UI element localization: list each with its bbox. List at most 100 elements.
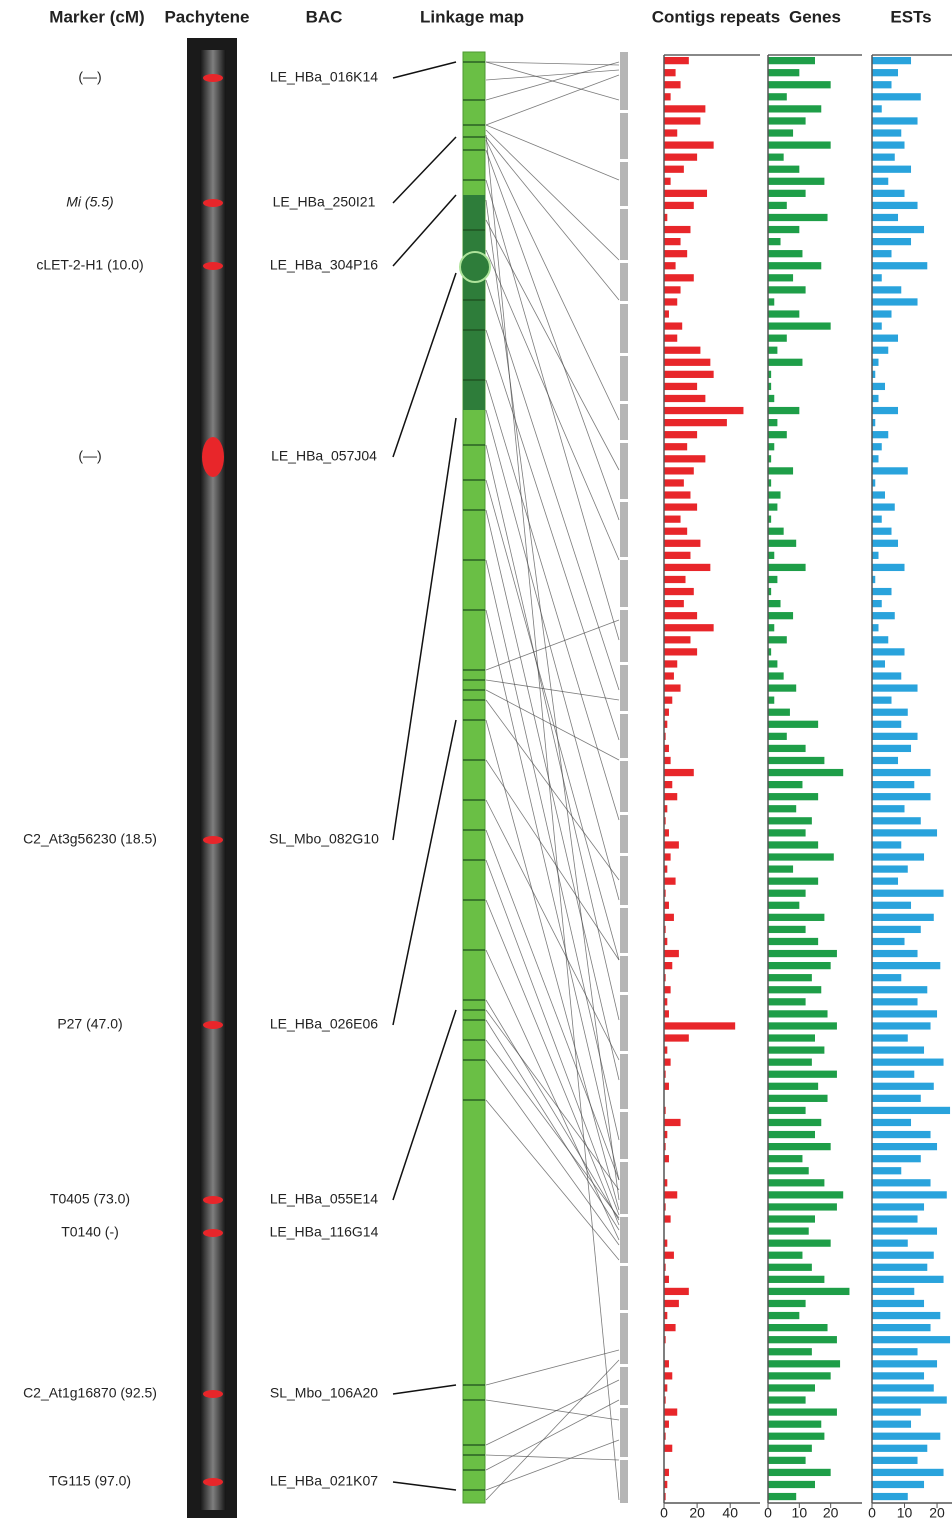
contig-link	[485, 124, 620, 181]
marker-label: (—)	[78, 69, 101, 85]
bar	[872, 1094, 921, 1102]
bar	[768, 889, 806, 897]
bar	[872, 1167, 902, 1175]
contig-link	[485, 509, 620, 1081]
bar	[664, 1034, 689, 1042]
bar	[664, 732, 666, 740]
bar	[872, 1336, 951, 1344]
bar	[768, 1372, 831, 1380]
contig-link	[485, 129, 620, 261]
bar	[872, 781, 915, 789]
bar	[872, 201, 918, 210]
bar	[664, 937, 668, 946]
bar	[768, 624, 775, 632]
bar	[872, 1239, 908, 1247]
bar	[768, 949, 837, 958]
header: BAC	[306, 7, 343, 26]
bar	[768, 998, 806, 1006]
contig-link	[485, 559, 620, 1141]
bar	[768, 708, 790, 716]
bar	[664, 322, 683, 330]
red-signal	[203, 836, 223, 844]
bar	[664, 274, 694, 282]
bar	[872, 1456, 918, 1464]
marker-label: T0405 (73.0)	[50, 1191, 130, 1207]
bar	[664, 358, 711, 366]
bar	[664, 949, 679, 958]
bar	[768, 370, 772, 378]
bar	[768, 696, 775, 704]
bar	[768, 1118, 822, 1127]
bar	[768, 1480, 815, 1489]
bac-label: LE_HBa_021K07	[270, 1473, 378, 1489]
bac-label: LE_HBa_116G14	[270, 1224, 379, 1240]
bar	[768, 648, 772, 656]
bar	[664, 213, 668, 222]
bar	[872, 105, 882, 113]
bar	[768, 563, 806, 572]
bar	[664, 81, 681, 89]
bar	[664, 527, 688, 535]
bar	[664, 1251, 674, 1259]
bar	[768, 793, 819, 801]
bar	[768, 1311, 800, 1320]
x-tick-label: 20	[823, 1505, 839, 1521]
bac-label: LE_HBa_016K14	[270, 69, 378, 85]
contig-link	[485, 689, 620, 761]
bar	[768, 431, 787, 439]
bar	[664, 165, 684, 173]
bar	[768, 1106, 806, 1115]
red-signal	[203, 1196, 223, 1204]
bar	[768, 539, 797, 547]
bar	[872, 962, 941, 970]
bar	[664, 1432, 666, 1440]
bar	[872, 696, 892, 704]
contig-gap	[619, 853, 629, 856]
bar	[872, 443, 882, 451]
bar	[768, 153, 784, 161]
bar	[664, 539, 701, 547]
bar	[872, 141, 905, 149]
bar	[768, 817, 812, 825]
bac-connector	[392, 719, 457, 1026]
bar	[768, 515, 772, 523]
bar	[872, 1444, 928, 1452]
bar	[664, 575, 686, 584]
bar	[872, 817, 921, 825]
bar	[664, 696, 673, 704]
bar	[664, 841, 679, 849]
bar	[872, 539, 899, 547]
bar	[768, 1468, 831, 1477]
bar	[664, 346, 701, 354]
contig-link	[485, 859, 620, 1216]
bar	[664, 479, 684, 487]
contig-link	[485, 219, 620, 471]
bar	[872, 901, 912, 909]
bar	[664, 600, 684, 608]
bar	[872, 1118, 912, 1127]
contig-link	[485, 679, 620, 701]
contig-link	[485, 1379, 620, 1446]
contig-link	[485, 799, 620, 1061]
bar	[768, 382, 772, 391]
bar	[768, 937, 819, 946]
bar	[664, 756, 671, 765]
bar	[664, 1480, 668, 1489]
bar	[768, 672, 784, 680]
bar	[768, 1094, 828, 1102]
bar	[768, 1155, 803, 1163]
bar	[768, 455, 772, 463]
bar	[768, 310, 800, 318]
bar	[872, 660, 886, 668]
bac-label: SL_Mbo_082G10	[269, 831, 379, 847]
marker-label: T0140 (-)	[61, 1224, 119, 1240]
bar	[664, 805, 668, 813]
contig-link	[485, 139, 620, 421]
bar	[768, 1082, 819, 1090]
bar	[872, 1408, 921, 1416]
bar	[872, 419, 876, 427]
contig-link	[485, 719, 620, 1211]
bar	[768, 274, 794, 282]
linkage-dark	[463, 195, 485, 410]
